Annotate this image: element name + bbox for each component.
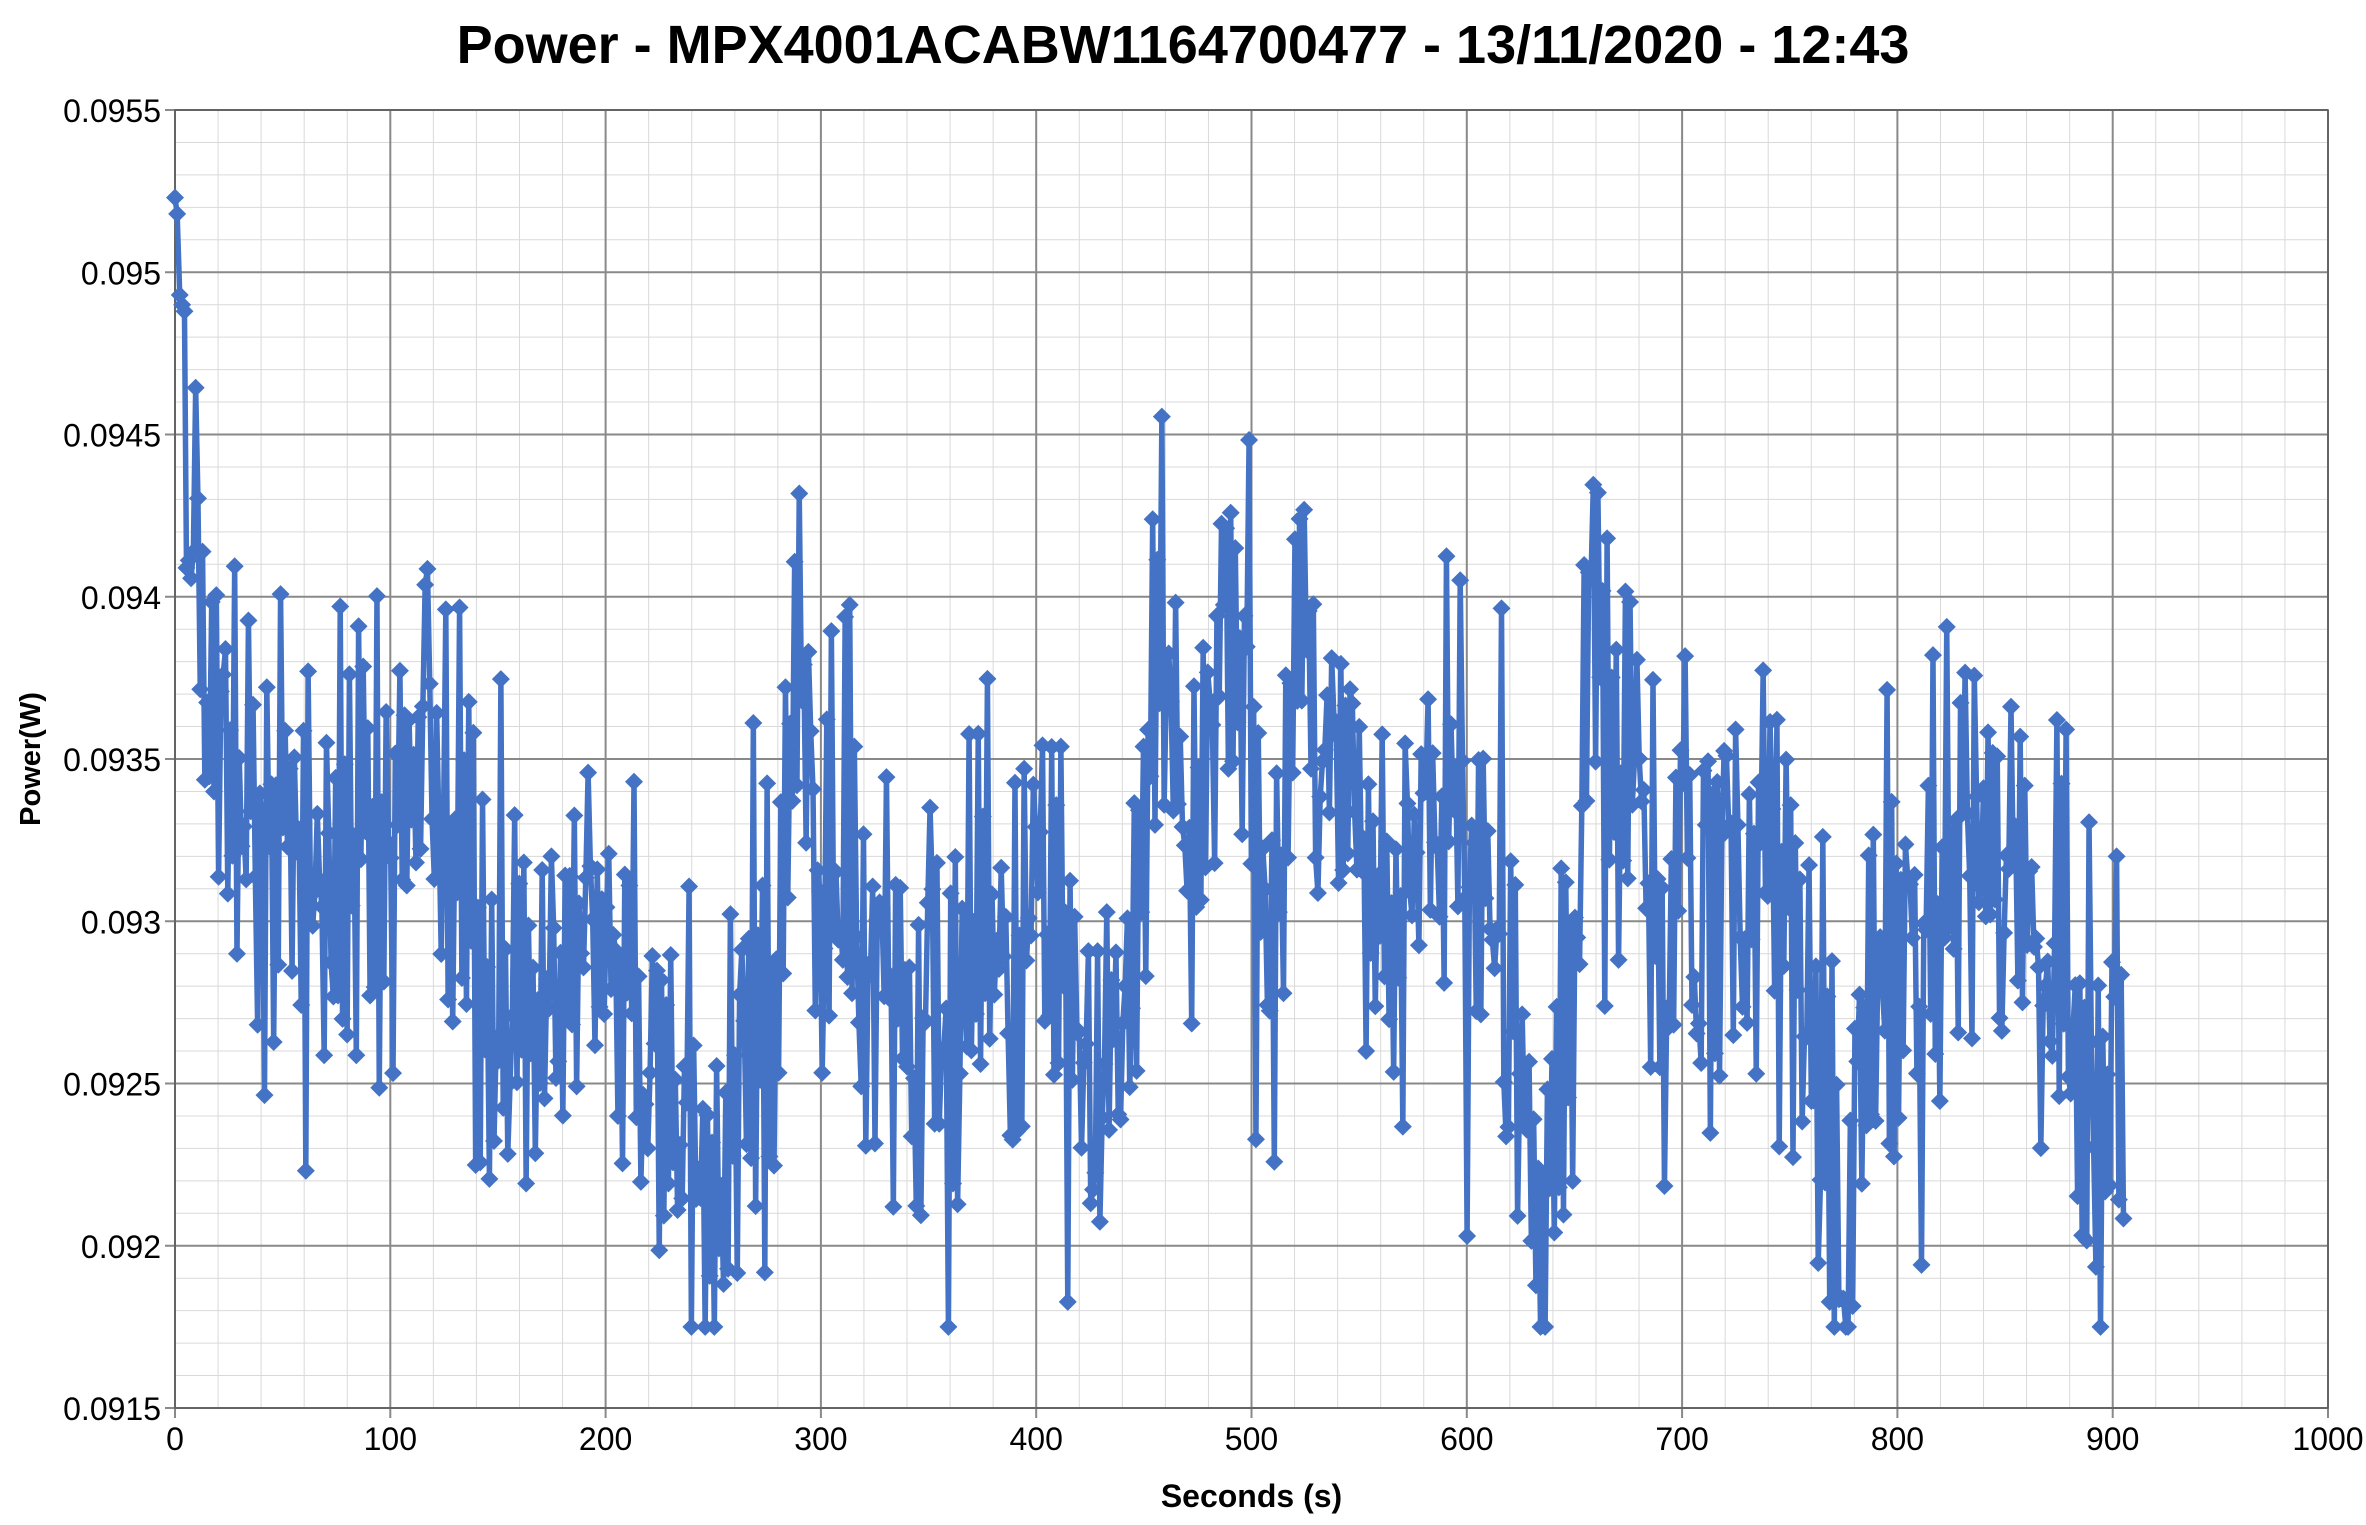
svg-text:0.093: 0.093	[81, 904, 161, 940]
svg-text:0.0935: 0.0935	[63, 742, 161, 778]
svg-text:0.0945: 0.0945	[63, 418, 161, 454]
svg-text:0.094: 0.094	[81, 580, 161, 616]
svg-text:0.0925: 0.0925	[63, 1067, 161, 1103]
svg-text:300: 300	[794, 1421, 847, 1457]
svg-text:700: 700	[1655, 1421, 1708, 1457]
svg-text:900: 900	[2086, 1421, 2139, 1457]
svg-text:Seconds (s): Seconds (s)	[1161, 1478, 1342, 1514]
svg-text:500: 500	[1225, 1421, 1278, 1457]
svg-text:0.0915: 0.0915	[63, 1391, 161, 1427]
svg-text:0: 0	[166, 1421, 184, 1457]
svg-text:800: 800	[1871, 1421, 1924, 1457]
svg-text:600: 600	[1440, 1421, 1493, 1457]
svg-text:1000: 1000	[2292, 1421, 2363, 1457]
svg-text:0.092: 0.092	[81, 1229, 161, 1265]
svg-text:0.0955: 0.0955	[63, 93, 161, 129]
svg-text:100: 100	[364, 1421, 417, 1457]
svg-text:0.095: 0.095	[81, 255, 161, 291]
svg-text:Power(W): Power(W)	[15, 692, 47, 826]
svg-text:200: 200	[579, 1421, 632, 1457]
svg-text:400: 400	[1010, 1421, 1063, 1457]
